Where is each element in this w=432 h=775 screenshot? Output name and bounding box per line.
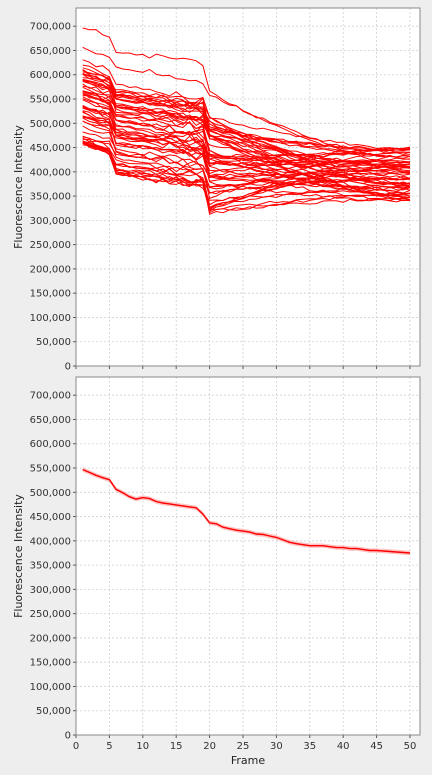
y-tick-label: 200,000: [30, 633, 71, 644]
y-tick-label: 250,000: [30, 609, 71, 620]
y-tick-label: 150,000: [30, 658, 71, 669]
trace-line: [82, 96, 411, 198]
trace-line: [82, 69, 410, 173]
y-tick-label: 50,000: [36, 706, 71, 717]
trace-line: [82, 64, 411, 185]
mean-trace-line: [82, 468, 411, 554]
y-tick-label: 650,000: [30, 415, 71, 426]
y-axis-label: Fluorescence Intensity: [12, 125, 25, 249]
x-tick-label: 20: [203, 741, 216, 752]
y-tick-label: 100,000: [30, 682, 71, 693]
x-tick-label: 5: [106, 741, 112, 752]
trace-line: [82, 86, 411, 158]
y-tick-label: 200,000: [30, 264, 71, 275]
trace-line: [82, 27, 411, 166]
y-tick-label: 500,000: [30, 488, 71, 499]
x-tick-label: 10: [136, 741, 149, 752]
trace-line: [82, 117, 411, 203]
trace-line: [82, 46, 411, 160]
plot-border: [75, 376, 421, 736]
plot-border: [75, 7, 421, 367]
x-tick-label: 45: [370, 741, 383, 752]
trace-line: [82, 141, 411, 210]
y-tick-label: 350,000: [30, 192, 71, 203]
y-tick-label: 400,000: [30, 536, 71, 547]
y-tick-label: 700,000: [30, 391, 71, 402]
trace-line: [82, 78, 411, 185]
trace-line: [82, 94, 411, 190]
trace-line: [82, 91, 411, 187]
y-tick-label: 0: [65, 731, 71, 742]
trace-line: [82, 79, 411, 179]
individual-traces-chart: 0 50,000 100,000 150,000 200,000 250,000 300,0…: [12, 7, 421, 371]
y-tick-label: 300,000: [30, 585, 71, 596]
y-tick-label: 450,000: [30, 143, 71, 154]
x-tick-label: 25: [237, 741, 250, 752]
trace-line: [82, 90, 411, 166]
trace-line: [82, 120, 411, 175]
y-tick-label: 600,000: [30, 70, 71, 81]
y-tick-label: 650,000: [30, 46, 71, 57]
trace-line: [82, 83, 411, 169]
y-tick-label: 500,000: [30, 119, 71, 130]
plot-area: [76, 377, 420, 735]
trace-group: [82, 27, 411, 215]
trace-line: [82, 137, 411, 215]
x-tick-label: 0: [73, 741, 79, 752]
y-axis-label: Fluorescence Intensity: [12, 494, 25, 618]
x-tick-label: 40: [337, 741, 350, 752]
trace-line: [82, 104, 411, 189]
y-tick-label: 150,000: [30, 289, 71, 300]
trace-line: [82, 92, 411, 168]
y-tick-label: 700,000: [30, 22, 71, 33]
trace-line: [82, 106, 411, 158]
x-tick-label: 30: [270, 741, 283, 752]
x-tick-label: 50: [404, 741, 417, 752]
y-tick-label: 550,000: [30, 95, 71, 106]
y-tick-label: 600,000: [30, 439, 71, 450]
x-axis-label: Frame: [231, 754, 266, 767]
y-tick-label: 350,000: [30, 561, 71, 572]
trace-line: [82, 73, 411, 151]
y-tick-label: 250,000: [30, 240, 71, 251]
y-tick-label: 450,000: [30, 512, 71, 523]
y-tick-label: 50,000: [36, 337, 71, 348]
trace-line: [82, 125, 411, 194]
y-tick-label: 0: [65, 362, 71, 371]
trace-line: [82, 107, 411, 167]
x-tick-label: 15: [170, 741, 183, 752]
trace-line: [82, 116, 411, 201]
y-tick-label: 400,000: [30, 167, 71, 178]
y-tick-label: 550,000: [30, 464, 71, 475]
trace-line: [82, 80, 411, 185]
plot-area: [76, 8, 420, 366]
mean-trace-chart: 0 50,000 100,000 150,000 200,000 250,000 300,0…: [12, 376, 421, 767]
trace-line: [82, 142, 411, 208]
x-tick-label: 35: [303, 741, 316, 752]
y-tick-label: 300,000: [30, 216, 71, 227]
trace-line: [82, 131, 411, 191]
y-tick-label: 100,000: [30, 313, 71, 324]
